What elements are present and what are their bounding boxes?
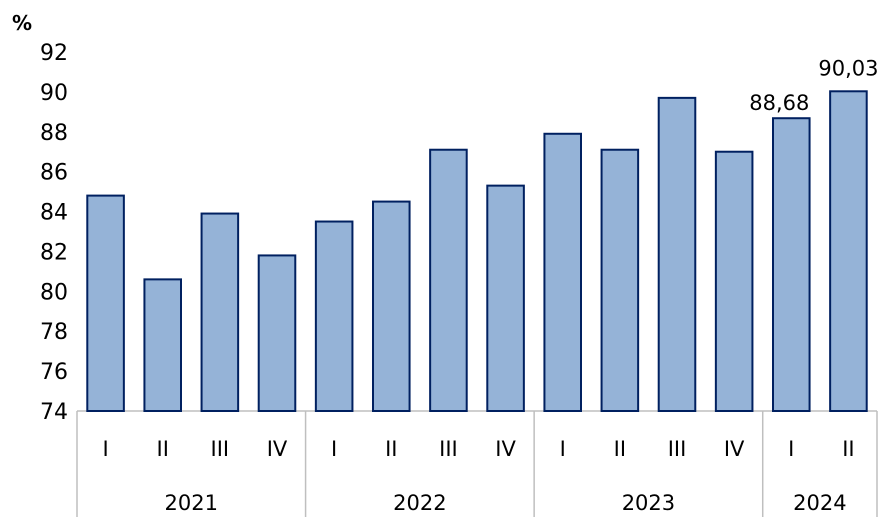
- data-label: 90,03: [818, 56, 878, 80]
- data-labels: 88,68 90,03: [749, 56, 878, 115]
- bar: [257, 254, 297, 412]
- y-tick-label: 86: [40, 161, 68, 186]
- bar: [486, 184, 525, 412]
- x-tick-label: II: [157, 437, 169, 461]
- bar: [372, 200, 411, 412]
- bars: [86, 90, 868, 413]
- group-label: 2022: [393, 491, 446, 515]
- x-tick-label: IV: [267, 437, 288, 461]
- bar: [600, 148, 640, 412]
- x-tick-label: III: [668, 437, 687, 461]
- bar: [772, 117, 811, 412]
- bar: [314, 220, 354, 412]
- category-labels: I II III IV I II III IV I II III IV I II: [102, 437, 854, 461]
- y-tick-label: 88: [40, 121, 68, 146]
- x-tick-label: I: [560, 437, 566, 461]
- group-label: 2023: [622, 491, 675, 515]
- bar: [143, 278, 182, 412]
- y-axis-unit: %: [12, 11, 32, 35]
- y-tick-label: 84: [40, 201, 68, 226]
- y-tick-label: 82: [40, 240, 68, 265]
- bar: [86, 194, 125, 412]
- y-tick-label: 90: [40, 81, 68, 106]
- y-tick-label: 78: [40, 320, 68, 345]
- y-tick-label: 76: [40, 360, 68, 385]
- y-tick-label: 92: [40, 41, 68, 66]
- x-tick-label: IV: [495, 437, 516, 461]
- x-tick-label: II: [842, 437, 854, 461]
- x-tick-label: II: [385, 437, 397, 461]
- bar: [714, 150, 754, 412]
- y-tick-label: 80: [40, 280, 68, 305]
- y-axis-ticks: 74 76 78 80 82 84 86 88 90 92: [40, 41, 68, 425]
- x-tick-label: II: [614, 437, 626, 461]
- group-labels: 2021 2022 2023 2024: [165, 491, 847, 515]
- bar: [829, 90, 868, 412]
- group-label: 2021: [165, 491, 218, 515]
- bar: [657, 96, 697, 413]
- x-tick-label: I: [102, 437, 108, 461]
- data-label: 88,68: [749, 91, 809, 115]
- x-tick-label: III: [211, 437, 230, 461]
- bar: [200, 212, 240, 412]
- bar: [543, 132, 582, 413]
- bar: [429, 148, 468, 412]
- group-label: 2024: [793, 491, 846, 515]
- x-tick-label: IV: [724, 437, 745, 461]
- x-tick-label: III: [439, 437, 458, 461]
- x-tick-label: I: [788, 437, 794, 461]
- y-tick-label: 74: [40, 400, 68, 425]
- x-tick-label: I: [331, 437, 337, 461]
